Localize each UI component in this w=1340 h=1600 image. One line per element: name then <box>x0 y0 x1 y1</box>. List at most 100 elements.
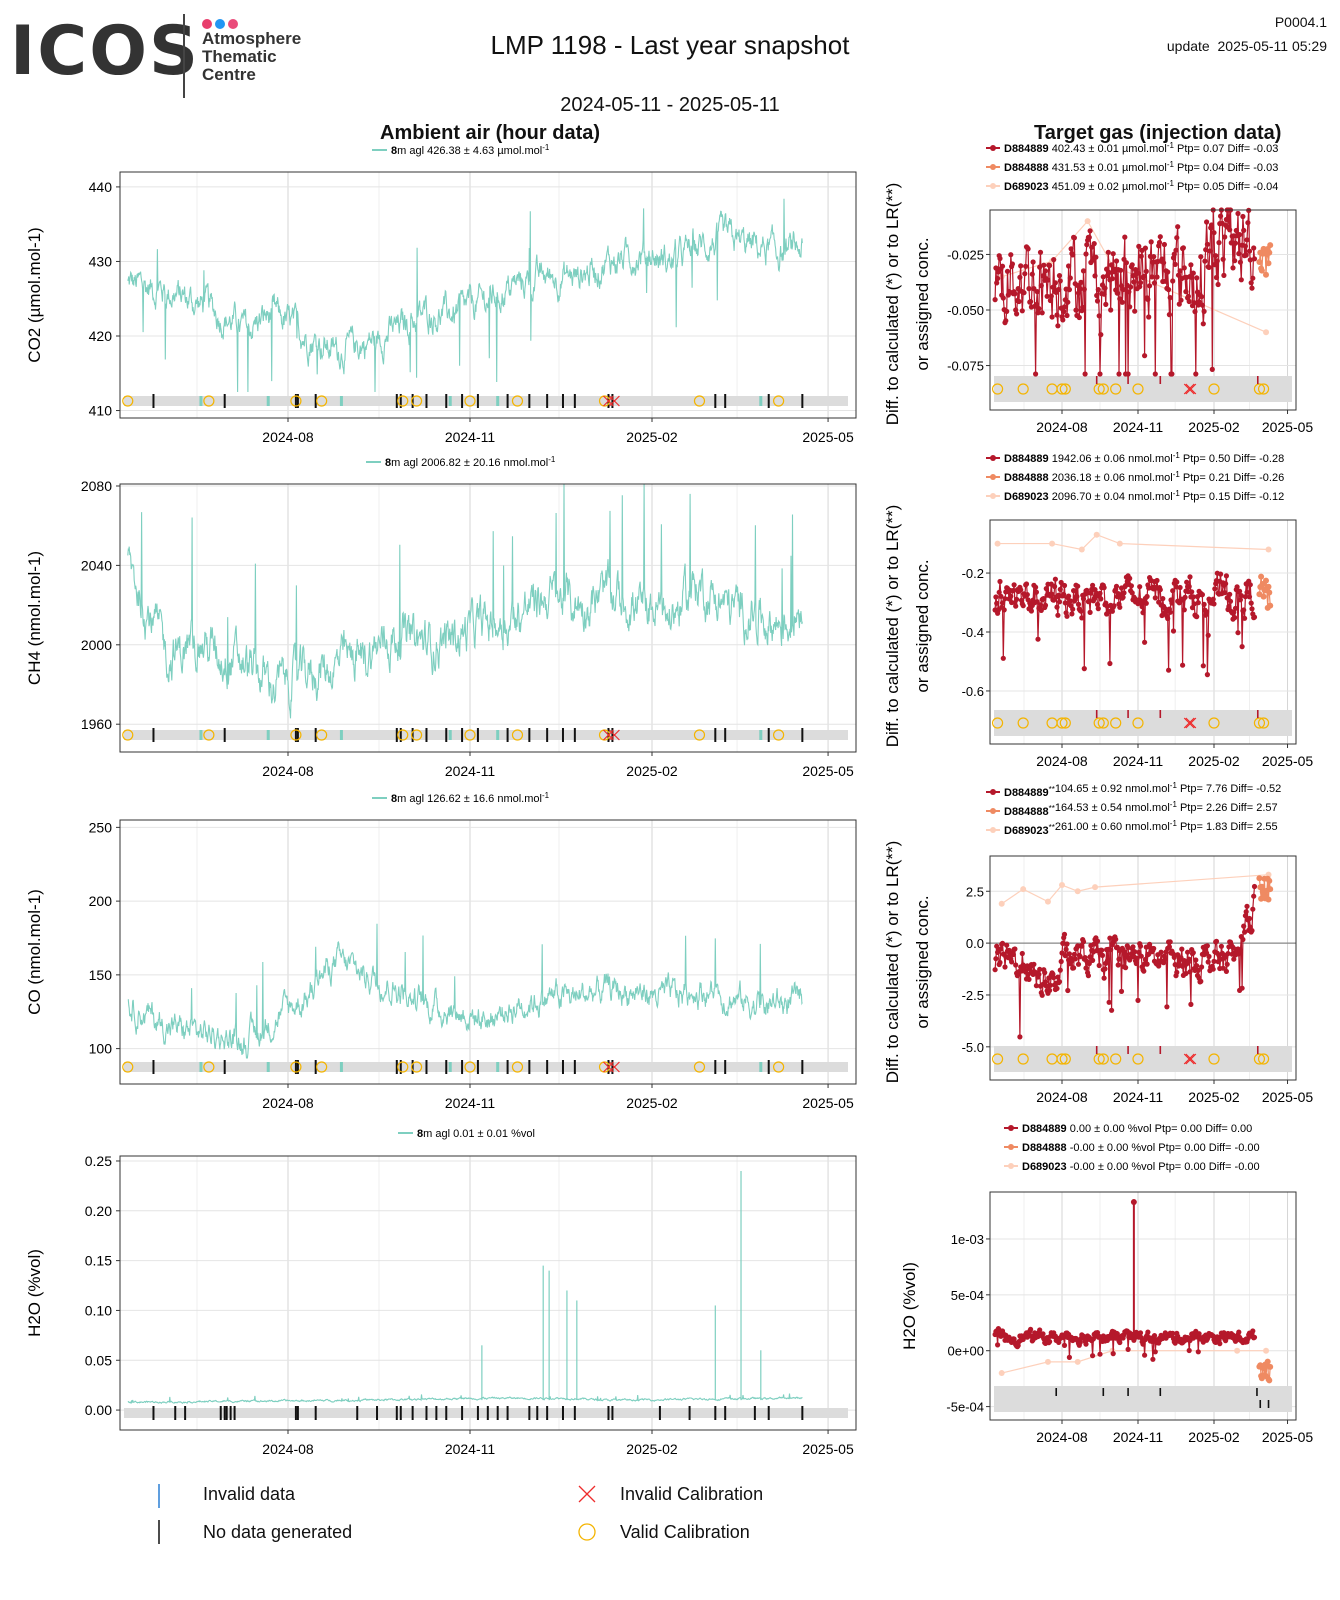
point-D884889 <box>1186 1347 1192 1354</box>
point-D884889 <box>1143 268 1149 274</box>
point-D884889 <box>1231 609 1237 615</box>
flag-band <box>124 1408 848 1418</box>
point-D884889 <box>1056 286 1062 293</box>
point-D689023 <box>1092 884 1099 891</box>
point-D884889 <box>1115 591 1121 597</box>
point-D884889 <box>1138 953 1144 959</box>
point-D884889 <box>1172 261 1178 267</box>
point-D884889 <box>994 600 1000 606</box>
x-tick-label: 2025-02 <box>1188 419 1240 435</box>
series-legend: 8m agl 0.01 ± 0.01 %vol <box>398 1128 535 1140</box>
point-D884889 <box>1128 284 1134 290</box>
point-D884889 <box>1061 308 1067 315</box>
point-D884889 <box>1170 1330 1176 1336</box>
point-D884889 <box>1244 903 1250 909</box>
point-D884889 <box>1060 940 1066 947</box>
valid-calibration-marker <box>1056 383 1068 395</box>
point-D884889 <box>1239 644 1245 650</box>
point-D884889 <box>1152 371 1158 377</box>
point-D884889 <box>1099 952 1106 959</box>
point-D884889 <box>1104 958 1110 964</box>
point-D884889 <box>1008 593 1014 599</box>
flag-band <box>124 730 848 740</box>
point-D884889 <box>1066 951 1072 957</box>
point-D884889 <box>1097 1351 1103 1357</box>
point-D884889 <box>1188 1001 1194 1008</box>
point-D884889 <box>1105 249 1111 255</box>
x-tick-label: 2025-02 <box>1188 1089 1240 1105</box>
point-D884889 <box>1099 947 1105 953</box>
point-D884889 <box>1141 273 1147 280</box>
point-D884888 <box>1267 1363 1274 1370</box>
valid-calibration-marker <box>1056 717 1068 729</box>
point-D884889 <box>1056 599 1063 605</box>
point-D884889 <box>1202 258 1208 264</box>
valid-calibration-marker <box>1208 383 1220 395</box>
point-D689023 <box>1263 1347 1270 1354</box>
point-D884889 <box>1101 975 1107 981</box>
point-D884889 <box>1034 599 1040 605</box>
y-tick-label: 0.15 <box>85 1253 112 1269</box>
point-D884889 <box>1231 956 1237 962</box>
x-tick-label: 2025-02 <box>626 1095 678 1111</box>
series-line-D689023 <box>1001 874 1269 905</box>
point-D884889 <box>1174 969 1180 976</box>
point-D884889 <box>997 255 1003 262</box>
point-D884888 <box>1266 877 1273 884</box>
legend-label: D689023**261.00 ± 0.60 nmol.mol-1 Ptp= 1… <box>1004 819 1278 837</box>
point-D884889 <box>1142 245 1148 251</box>
legend-label: 8m agl 426.38 ± 4.63 µmol.mol-1 <box>391 143 550 157</box>
legend-swatch-point <box>990 808 996 814</box>
point-D884889 <box>1094 601 1101 608</box>
point-D884889 <box>1018 587 1024 593</box>
point-D884889 <box>1037 264 1043 270</box>
point-D884889 <box>1166 312 1172 318</box>
point-D884889 <box>1251 1334 1258 1340</box>
point-D884889 <box>1063 946 1069 953</box>
point-D884889 <box>1250 906 1256 912</box>
valid-calibration-marker <box>290 395 302 407</box>
valid-calibration-marker <box>1110 1053 1122 1065</box>
y-tick-label: 150 <box>89 967 113 983</box>
y-axis-label: or assigned conc. <box>913 237 932 370</box>
point-D884889 <box>1094 298 1101 304</box>
point-D884889 <box>1148 239 1154 245</box>
target-panel-target-h2o: 2024-08 2024-11 2025-02 2025-05 -5e-04 0e+00 5… <box>900 1123 1313 1445</box>
point-D884889 <box>1110 1351 1116 1357</box>
point-D884889 <box>1033 983 1039 989</box>
point-D884889 <box>1079 943 1085 949</box>
point-D884889 <box>1073 307 1079 313</box>
x-tick-label: 2024-11 <box>1113 753 1164 769</box>
point-D884889 <box>1092 273 1098 279</box>
point-D884889 <box>1055 974 1061 980</box>
point-D884889 <box>1034 289 1040 295</box>
point-D884889 <box>1016 298 1022 305</box>
point-D884889 <box>1222 590 1228 596</box>
point-D884889 <box>1000 655 1006 661</box>
point-D884889 <box>1167 295 1173 301</box>
point-D884889 <box>1171 251 1177 257</box>
x-tick-label: 2024-08 <box>1036 1089 1088 1105</box>
y-tick-label: -0.025 <box>947 247 984 262</box>
point-D884889 <box>1244 237 1250 243</box>
valid-calibration-marker <box>397 1061 409 1073</box>
point-D884889 <box>1225 951 1231 957</box>
point-D884889 <box>1012 291 1018 297</box>
point-D884889 <box>1211 958 1217 965</box>
point-D884889 <box>1242 243 1248 249</box>
point-D884889 <box>1061 582 1068 589</box>
invalid-calibration-marker <box>608 729 620 741</box>
valid-calibration-marker <box>598 1061 611 1073</box>
point-D884889 <box>1185 293 1191 299</box>
point-D884889 <box>1233 227 1239 234</box>
point-D884889 <box>1199 302 1205 308</box>
point-D884889 <box>1061 304 1068 310</box>
point-D884889 <box>1190 950 1196 956</box>
x-tick-label: 2025-05 <box>1262 1429 1314 1445</box>
point-D884889 <box>1098 332 1104 338</box>
point-D884889 <box>1246 594 1253 600</box>
y-tick-label: -2.5 <box>962 988 984 1003</box>
point-D884889 <box>1173 584 1179 590</box>
point-D884889 <box>1212 262 1218 268</box>
point-D884889 <box>1068 246 1074 252</box>
